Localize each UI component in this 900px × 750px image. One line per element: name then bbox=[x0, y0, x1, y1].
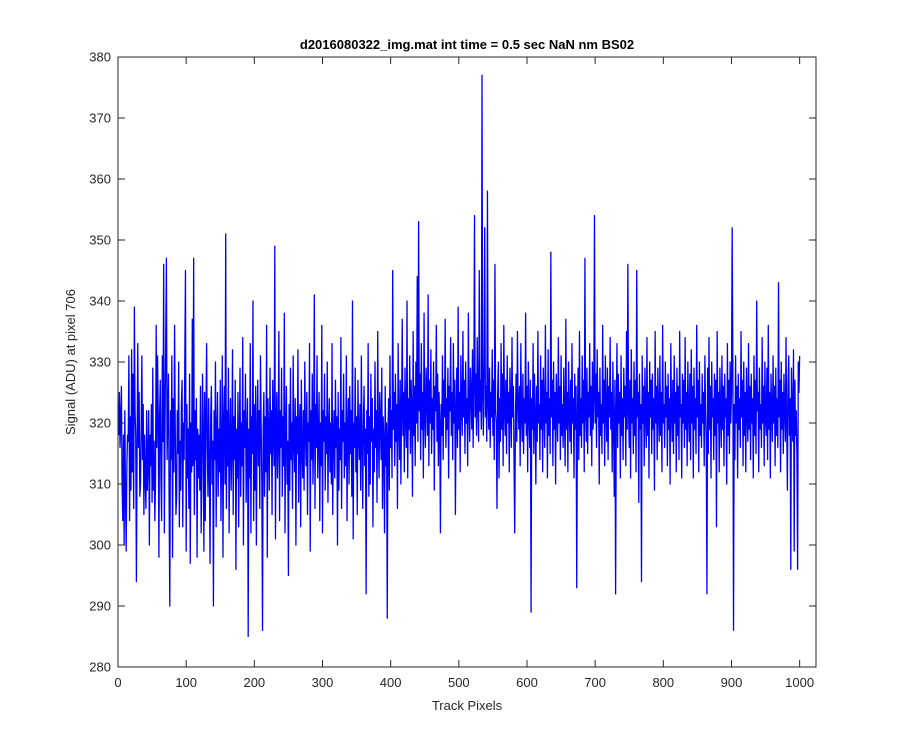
x-tick-label: 800 bbox=[652, 675, 674, 690]
chart-title: d2016080322_img.mat int time = 0.5 sec N… bbox=[300, 37, 634, 52]
series-line-0 bbox=[118, 74, 801, 638]
x-tick-label: 1000 bbox=[785, 675, 814, 690]
x-tick-label: 300 bbox=[312, 675, 334, 690]
x-tick-label: 200 bbox=[243, 675, 265, 690]
x-ticks: 0 100 200 300 400 500 600 700 800 900 1000 bbox=[114, 57, 814, 690]
x-tick-label: 500 bbox=[448, 675, 470, 690]
y-tick-label: 350 bbox=[89, 233, 111, 248]
x-tick-label: 900 bbox=[721, 675, 743, 690]
y-ticks: 280 290 300 310 320 330 340 350 360 370 380 bbox=[89, 50, 816, 675]
y-tick-label: 360 bbox=[89, 172, 111, 187]
y-tick-label: 330 bbox=[89, 355, 111, 370]
data-group bbox=[118, 74, 801, 638]
y-tick-label: 320 bbox=[89, 416, 111, 431]
x-tick-label: 700 bbox=[584, 675, 606, 690]
x-tick-label: 600 bbox=[516, 675, 538, 690]
y-tick-label: 310 bbox=[89, 477, 111, 492]
x-axis-label: Track Pixels bbox=[432, 698, 503, 713]
axes: 0 100 200 300 400 500 600 700 800 900 1000 280 290 3… bbox=[89, 50, 817, 690]
y-tick-label: 280 bbox=[89, 660, 111, 675]
y-tick-label: 290 bbox=[89, 599, 111, 614]
x-tick-label: 100 bbox=[175, 675, 197, 690]
y-tick-label: 340 bbox=[89, 294, 111, 309]
y-tick-label: 370 bbox=[89, 111, 111, 126]
y-axis-label: Signal (ADU) at pixel 706 bbox=[63, 289, 78, 435]
y-tick-label: 300 bbox=[89, 538, 111, 553]
y-tick-label: 380 bbox=[89, 50, 111, 65]
x-tick-label: 400 bbox=[380, 675, 402, 690]
x-tick-label: 0 bbox=[114, 675, 121, 690]
